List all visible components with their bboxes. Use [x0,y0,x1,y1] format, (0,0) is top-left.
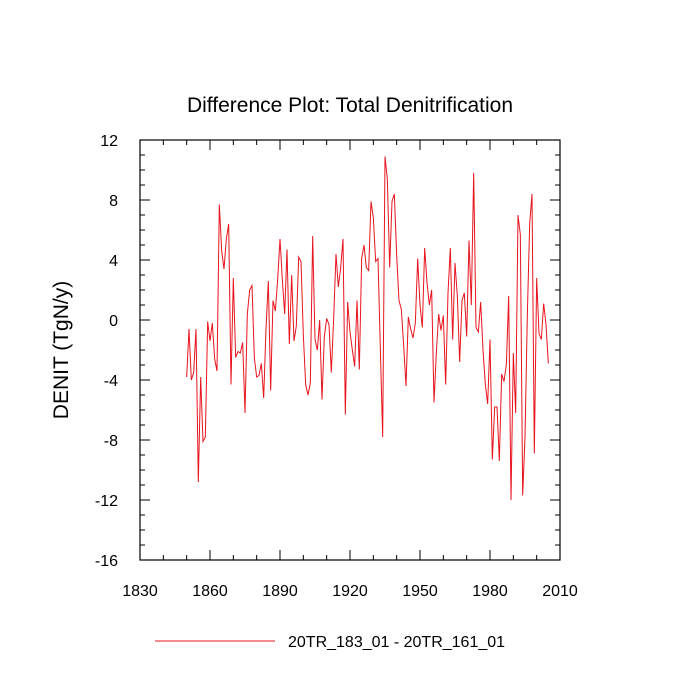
y-axis-label: DENIT (TgN/y) [50,281,73,419]
axis-tick-labels: 1830 1860 1890 1920 1950 1980 2010 -16 -12 -8 -4 0 4… [95,133,578,600]
y-tick-label: -8 [104,433,118,450]
chart-title: Difference Plot: Total Denitrification [187,94,513,117]
legend-label: 20TR_183_01 - 20TR_161_01 [288,634,505,651]
plot-frame [139,139,561,561]
x-tick-label: 2010 [542,583,578,600]
legend: 20TR_183_01 - 20TR_161_01 [155,634,505,651]
y-tick-label: -12 [95,493,118,510]
series-line [186,156,549,501]
y-tick-label: -4 [104,373,118,390]
x-tick-label: 1890 [262,583,298,600]
x-tick-label: 1980 [472,583,508,600]
y-tick-label: 12 [100,133,118,150]
series-layer [186,156,549,501]
y-tick-label: 8 [109,193,118,210]
y-tick-label: -16 [95,553,118,570]
y-tick-label: 0 [109,313,118,330]
x-tick-label: 1950 [402,583,438,600]
y-tick-label: 4 [109,253,118,270]
x-tick-label: 1920 [332,583,368,600]
x-tick-label: 1830 [122,583,158,600]
x-tick-label: 1860 [192,583,228,600]
axis-ticks [139,139,561,561]
